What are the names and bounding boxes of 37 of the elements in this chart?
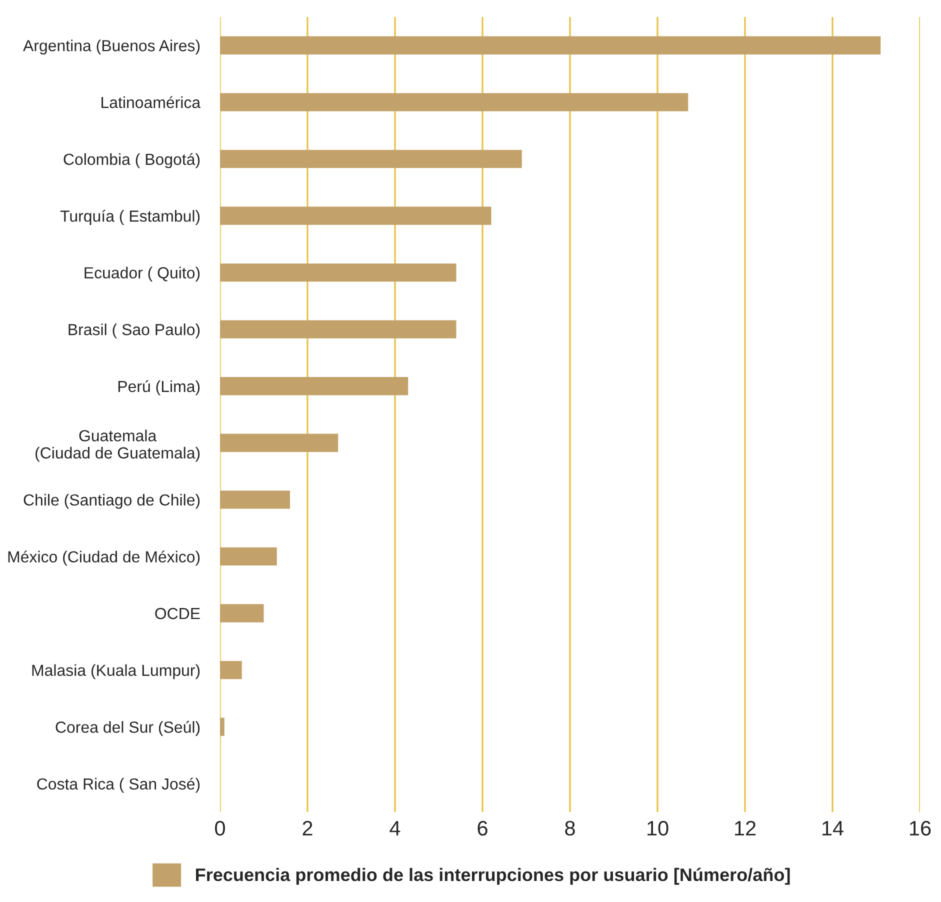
x-tick-label: 0 — [215, 820, 225, 836]
x-tick-label: 8 — [565, 820, 575, 836]
x-tick-label: 14 — [822, 821, 844, 836]
y-tick-label: Colombia ( Bogotá) — [64, 153, 200, 168]
bar — [220, 660, 242, 680]
bar — [220, 490, 290, 509]
legend-label: Frecuencia promedio de las interrupciones por usuario [Número/año] — [196, 868, 790, 885]
bar — [220, 263, 456, 282]
bar — [220, 547, 277, 566]
bar — [220, 434, 338, 452]
y-tick-label: Chile (Santiago de Chile) — [24, 494, 200, 509]
y-tick-label: México (Ciudad de México) — [8, 550, 200, 566]
bar — [220, 36, 881, 54]
y-tick-label: Ecuador ( Quito) — [84, 266, 200, 282]
x-tick-label: 12 — [735, 820, 756, 836]
bar — [220, 206, 492, 225]
bar — [220, 320, 456, 338]
bar — [220, 150, 522, 168]
x-tick-label: 6 — [478, 820, 488, 836]
x-tick-label: 16 — [910, 820, 931, 836]
y-tick-label: Argentina (Buenos Aires) — [23, 40, 200, 54]
bar — [220, 604, 264, 622]
y-tick-label: OCDE — [155, 608, 200, 620]
y-tick-label: Corea del Sur (Seúl) — [56, 720, 200, 736]
bar — [220, 377, 408, 396]
y-tick-label: Malasia (Kuala Lumpur) — [32, 664, 200, 680]
y-tick-label: Costa Rica ( San José) — [37, 778, 200, 793]
x-tick-label: 4 — [390, 821, 400, 836]
bar — [220, 718, 224, 736]
x-tick-label: 10 — [648, 820, 668, 836]
y-tick-label: Brasil ( Sao Paulo) — [68, 324, 200, 338]
y-tick-label: Turquía ( Estambul) — [60, 210, 200, 225]
y-tick-label: Perú (Lima) — [118, 380, 200, 396]
bar — [220, 93, 688, 112]
y-tick-label: Latinoamérica — [102, 96, 201, 108]
y-tick-label: Guatemala (Ciudad de Guatemala) — [36, 430, 200, 462]
x-tick-label: 2 — [302, 820, 312, 836]
